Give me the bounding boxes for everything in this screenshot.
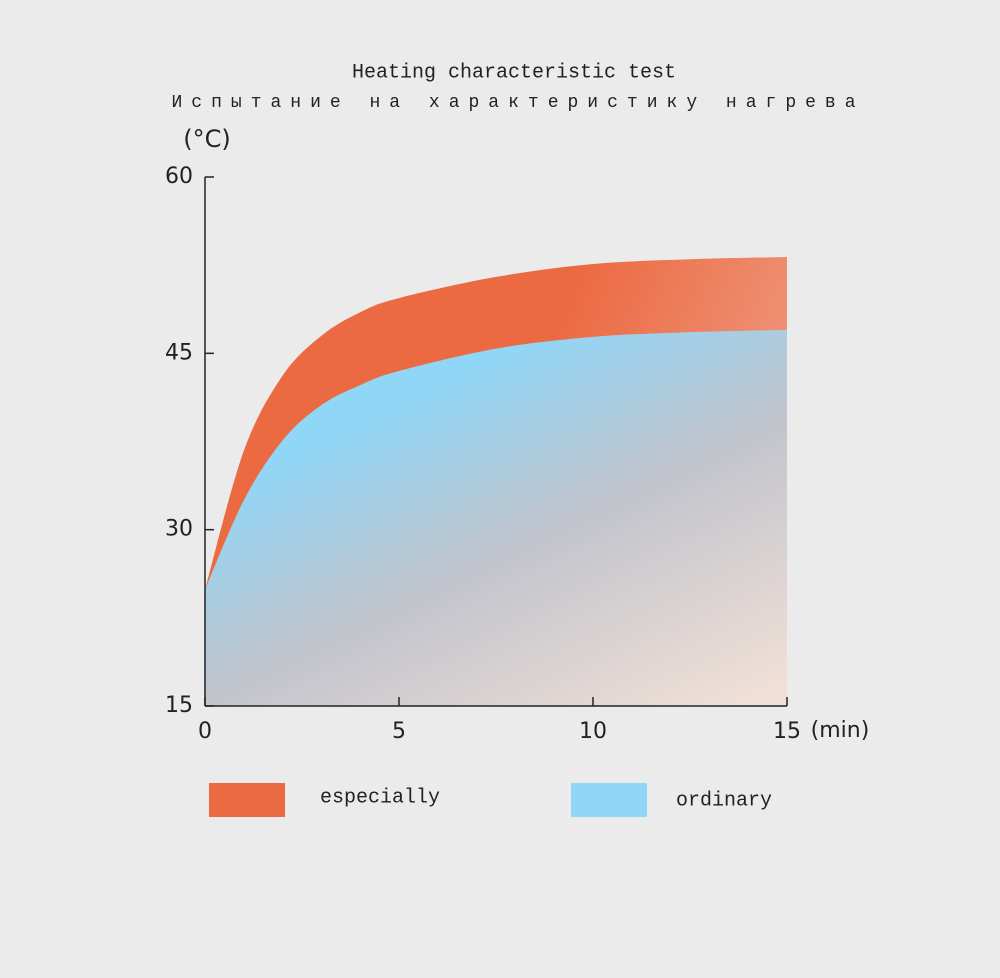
x-tick-label: 5 xyxy=(392,719,406,744)
legend-label: ordinary xyxy=(676,789,772,812)
y-axis-label: (°C) xyxy=(183,125,230,153)
legend-label: especially xyxy=(320,786,440,809)
legend-swatch xyxy=(209,783,285,817)
chart-subtitle: Испытание на характеристику нагрева xyxy=(171,93,864,113)
chart-title: Heating characteristic test xyxy=(352,61,676,84)
legend-swatch xyxy=(571,783,647,817)
area xyxy=(205,329,787,706)
x-tick-label: 0 xyxy=(198,719,212,744)
y-tick-label: 45 xyxy=(165,340,193,365)
y-tick-label: 15 xyxy=(165,693,193,718)
x-axis-label: (min) xyxy=(811,718,870,743)
y-tick-label: 30 xyxy=(165,517,193,542)
x-tick-label: 15 xyxy=(773,719,801,744)
y-tick-label: 60 xyxy=(165,164,193,189)
x-tick-label: 10 xyxy=(579,719,607,744)
